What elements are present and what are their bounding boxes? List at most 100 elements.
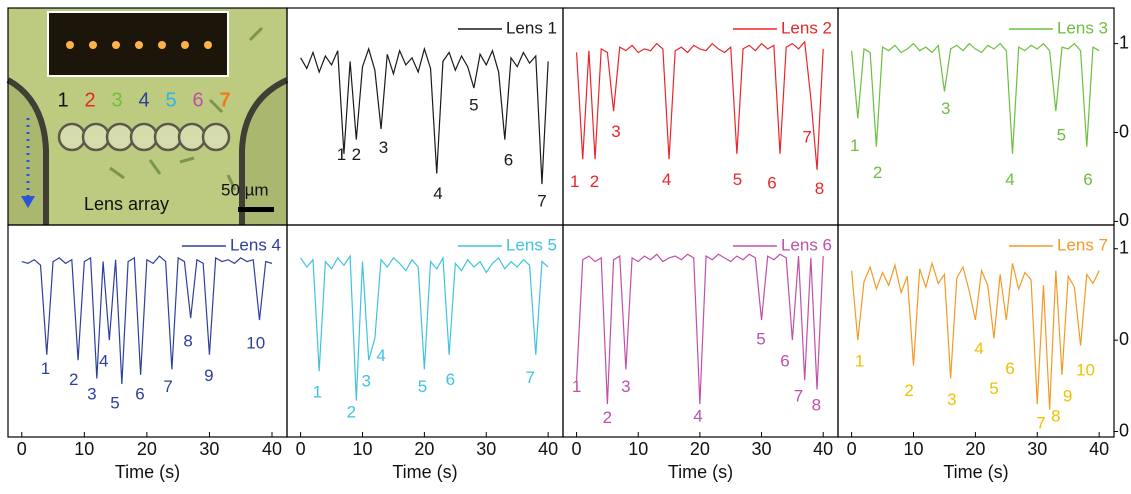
- x-axis-label: Time (s): [668, 462, 733, 482]
- y-tick-label: 1: [1119, 32, 1129, 52]
- peak-label: 6: [1005, 359, 1014, 378]
- peak-label: 6: [1083, 170, 1092, 189]
- lens-number: 6: [192, 89, 203, 111]
- focal-spot: [112, 41, 120, 49]
- lens: [129, 122, 159, 152]
- scale-bar-label: 50 µm: [221, 180, 269, 199]
- panel-frame: [837, 7, 1115, 226]
- x-tick-label: 10: [903, 439, 923, 459]
- scale-bar: [238, 207, 274, 212]
- x-tick-label: 0: [17, 439, 27, 459]
- y-tick-label: 0: [1119, 121, 1129, 141]
- peak-label: 1: [850, 136, 859, 155]
- x-tick-label: 10: [352, 439, 372, 459]
- peak-label: 9: [204, 366, 213, 385]
- peak-label: 8: [1051, 406, 1060, 425]
- peak-label: 2: [603, 408, 612, 427]
- trace-line: [575, 253, 824, 405]
- photo-label: Lens array: [84, 194, 169, 214]
- lens-chain: [57, 122, 231, 152]
- panel-frame: [286, 7, 564, 226]
- peak-label: 1: [572, 377, 581, 396]
- x-tick-label: 20: [137, 439, 157, 459]
- cell: [226, 174, 237, 191]
- x-axis-label: Time (s): [392, 462, 457, 482]
- trace-line: [21, 255, 273, 385]
- panel-frame: [837, 224, 1115, 438]
- y-tick-label: 1: [1119, 238, 1129, 258]
- legend-label: Lens 5: [506, 235, 557, 254]
- x-tick-label: 20: [965, 439, 985, 459]
- lens-number: 2: [84, 89, 95, 111]
- x-tick-label: 30: [199, 439, 219, 459]
- peak-label: 8: [183, 331, 192, 350]
- focal-spot: [89, 41, 97, 49]
- peak-label: 7: [1036, 414, 1045, 433]
- legend-label: Lens 1: [506, 18, 557, 37]
- peak-label: 4: [376, 346, 385, 365]
- lens: [201, 122, 231, 152]
- peak-label: 1: [313, 383, 322, 402]
- lens: [57, 122, 87, 152]
- peak-label: 5: [756, 330, 765, 349]
- channel-wall: [6, 77, 49, 225]
- peak-label: 7: [163, 377, 172, 396]
- panel-frame: [286, 224, 564, 438]
- peak-label: 3: [611, 122, 620, 141]
- peak-label: 1: [337, 145, 346, 164]
- x-axis-label: Time (s): [115, 462, 180, 482]
- focal-spots: [66, 41, 212, 49]
- panel-frame: [7, 224, 288, 438]
- peak-label: 10: [1076, 361, 1095, 380]
- peak-label: 5: [418, 377, 427, 396]
- x-tick-label: 40: [813, 439, 833, 459]
- peak-label: 1: [570, 172, 579, 191]
- peak-label: 5: [989, 379, 998, 398]
- panel-frame: [562, 7, 839, 226]
- x-tick-label: 20: [690, 439, 710, 459]
- focal-spot: [66, 41, 74, 49]
- focal-spot: [135, 41, 143, 49]
- lens: [105, 122, 135, 152]
- lens-number: 3: [111, 89, 122, 111]
- x-tick-label: 10: [74, 439, 94, 459]
- legend-label: Lens 6: [781, 235, 832, 254]
- peak-label: 7: [802, 127, 811, 146]
- peak-label: 3: [621, 377, 630, 396]
- peak-label: 4: [433, 184, 442, 203]
- focal-spot: [181, 41, 189, 49]
- peak-label: 7: [537, 191, 546, 210]
- focal-spot: [158, 41, 166, 49]
- chart-panel: Lens 2 1 2 3 4 5 6 7 8: [562, 7, 839, 226]
- lens-number: 7: [219, 89, 230, 111]
- x-tick-label: 30: [476, 439, 496, 459]
- peak-label: 4: [974, 339, 983, 358]
- peak-label: 6: [780, 352, 789, 371]
- x-tick-label: 30: [1027, 439, 1047, 459]
- x-tick-label: 40: [1089, 439, 1109, 459]
- lens: [153, 122, 183, 152]
- peak-label: 4: [693, 406, 702, 425]
- lens-number: 4: [138, 89, 149, 111]
- trace-line: [300, 46, 549, 185]
- peak-label: 5: [110, 394, 119, 413]
- focal-spot: [204, 41, 212, 49]
- x-tick-label: 40: [262, 439, 282, 459]
- legend-label: Lens 3: [1057, 18, 1108, 37]
- x-axis-label: Time (s): [943, 462, 1008, 482]
- lens-number: 5: [165, 89, 176, 111]
- cell: [179, 156, 195, 164]
- x-tick-label: 20: [414, 439, 434, 459]
- chart-panel: Lens 6 1 23 4 567 8 0 10 20 30 40 Time (s): [562, 224, 839, 482]
- trace-line: [300, 254, 549, 401]
- trace-line: [851, 261, 1100, 410]
- flow-arrowhead: [21, 196, 35, 208]
- y-tick-label: 0: [1119, 210, 1129, 230]
- chart-panel: Lens 1 1 2 3 4 5 6 7: [286, 7, 564, 226]
- channel-wall: [239, 77, 289, 225]
- peak-label: 8: [812, 395, 821, 414]
- peak-label: 2: [347, 403, 356, 422]
